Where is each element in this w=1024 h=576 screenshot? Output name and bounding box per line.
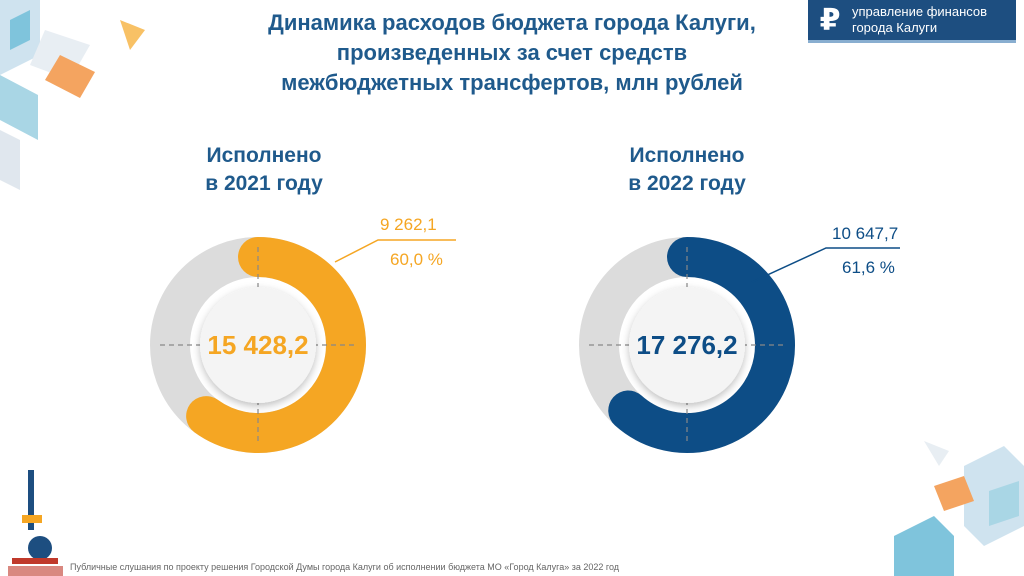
chart-subtitle-2022: Исполнено в 2022 году (587, 142, 787, 198)
title-line: Динамика расходов бюджета города Калуги, (268, 10, 756, 35)
logo-line: города Калуги (852, 20, 938, 35)
decorative-cubes-right (894, 441, 1024, 576)
chart-subtitle-2021: Исполнено в 2021 году (164, 142, 364, 198)
footer-text: Публичные слушания по проекту решения Го… (70, 562, 620, 572)
leader-line (751, 247, 900, 283)
page-title: Динамика расходов бюджета города Калуги,… (200, 8, 824, 98)
leader-line (334, 239, 456, 263)
center-disk (200, 287, 316, 403)
decorative-cubes-left (0, 0, 145, 190)
subtitle-line: в 2022 году (628, 172, 746, 195)
logo-line: управление финансов (852, 4, 988, 19)
total-value-label: 15 428,2 (207, 330, 308, 360)
subtitle-line: в 2021 году (205, 172, 323, 195)
logo-text: управление финансов города Калуги (852, 4, 987, 36)
subtitle-line: Исполнено (206, 144, 322, 167)
percent-label-2022: 61,6 % (842, 258, 895, 277)
ruble-icon: ₽ (819, 2, 841, 38)
monument-icon (8, 470, 63, 576)
ring-segment-executed (186, 237, 366, 453)
value-label-2022: 10 647,7 (832, 224, 899, 243)
percent-label-2021: 60,0 % (390, 250, 443, 269)
value-label-2021: 9 262,1 (380, 215, 437, 234)
total-value-label: 17 276,2 (636, 330, 737, 360)
center-disk (629, 287, 745, 403)
department-logo: ₽ управление финансов города Калуги (808, 0, 1016, 43)
subtitle-line: Исполнено (629, 144, 745, 167)
title-line: произведенных за счет средств (336, 40, 688, 65)
ring-segment-executed (608, 237, 795, 453)
title-line: межбюджетных трансфертов, млн рублей (281, 70, 743, 95)
